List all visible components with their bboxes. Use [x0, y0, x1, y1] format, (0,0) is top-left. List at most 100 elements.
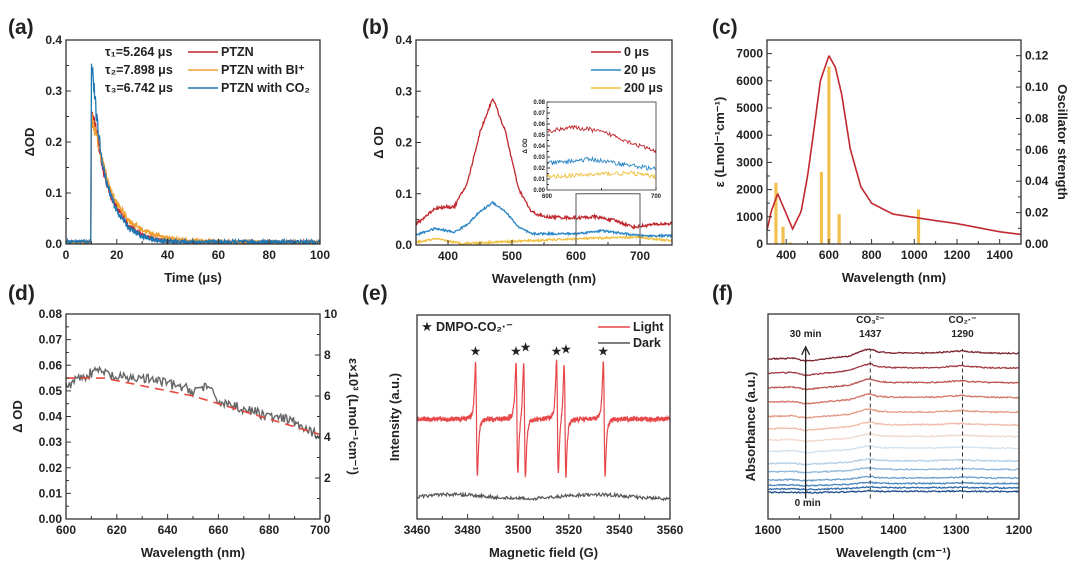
- panel-label-e: (e): [362, 282, 388, 305]
- x-tick-label: 3520: [555, 523, 582, 537]
- y-tick-label: 4000: [736, 128, 763, 142]
- y-tick-label: 0.4: [395, 33, 412, 47]
- y2-tick-label: 8: [324, 348, 331, 362]
- x-tick-label: 20: [110, 248, 124, 262]
- time-label-start: 0 min: [795, 498, 821, 509]
- inset-y-axis-title: Δ OD: [523, 138, 529, 154]
- ftir-spectrum: [768, 362, 1019, 377]
- x-tick-label: 600: [566, 249, 586, 263]
- x-axis-title: Time (μs): [164, 270, 222, 285]
- ftir-spectrum: [768, 466, 1019, 474]
- ftir-spectrum: [768, 421, 1019, 432]
- y-tick-label: 0.00: [533, 188, 545, 194]
- legend-label: Light: [633, 320, 664, 334]
- x-tick-label: 600: [819, 248, 839, 262]
- x-tick-label: 660: [208, 523, 228, 537]
- series-line-2: [416, 234, 672, 245]
- y2-tick-label: 0.08: [1025, 111, 1049, 125]
- ftir-spectrum: [768, 392, 1019, 406]
- inset-series-line-1: [547, 155, 656, 171]
- y-tick-label: 0.03: [533, 155, 545, 161]
- y-tick-label: 0.04: [533, 144, 545, 150]
- peak-star-marker: ★: [470, 344, 482, 359]
- x-tick-label: 3540: [606, 523, 633, 537]
- x-tick-label: 700: [651, 194, 662, 200]
- x-tick-label: 680: [259, 523, 279, 537]
- plot-frame: [65, 313, 321, 520]
- x-tick-label: 1300: [943, 523, 970, 537]
- peak-species-label: CO₂·⁻: [948, 315, 976, 326]
- y-tick-label: 0.02: [39, 461, 63, 475]
- y-tick-label: 0.08: [39, 307, 63, 321]
- ftir-spectrum: [768, 475, 1019, 483]
- y-tick-label: 0.1: [45, 186, 62, 200]
- oscillator-strength-bar: [774, 182, 778, 244]
- peak-star-marker: ★: [551, 344, 563, 359]
- y2-tick-label: 10: [324, 307, 338, 321]
- plot-frame: [766, 39, 1022, 245]
- ftir-spectrum: [768, 377, 1019, 391]
- x-tick-label: 1200: [944, 248, 971, 262]
- y-tick-label: 0.05: [39, 384, 63, 398]
- y-axis-title: Intensity (a.u.): [387, 373, 402, 461]
- x-axis-title: Magnetic field (G): [489, 545, 598, 560]
- legend-label: Dark: [633, 336, 661, 350]
- oscillator-strength-bar: [916, 209, 921, 244]
- x-axis-title: Wavelength (cm⁻¹): [836, 545, 951, 560]
- x-tick-label: 1600: [755, 523, 782, 537]
- panel-label-d: (d): [8, 282, 35, 305]
- legend-star-icon: ★: [421, 319, 433, 334]
- x-tick-label: 400: [438, 249, 458, 263]
- x-tick-label: 40: [161, 248, 175, 262]
- y-tick-label: 1000: [736, 210, 763, 224]
- y-tick-label: 0.4: [45, 33, 62, 47]
- x-tick-label: 1400: [880, 523, 907, 537]
- x-tick-label: 1500: [817, 523, 844, 537]
- y2-tick-label: 2: [324, 471, 331, 485]
- y2-tick-label: 0.02: [1025, 206, 1049, 220]
- x-tick-label: 400: [776, 248, 796, 262]
- peak-star-marker: ★: [560, 342, 572, 357]
- x-tick-label: 1400: [986, 248, 1013, 262]
- panel-label-a: (a): [8, 16, 34, 39]
- legend-label: PTZN with BI⁺: [221, 63, 305, 77]
- ftir-spectrum: [768, 489, 1019, 494]
- ftir-spectrum: [768, 485, 1019, 491]
- y-tick-label: 0.2: [395, 136, 412, 150]
- y-tick-label: 0.2: [45, 135, 62, 149]
- y2-tick-label: 4: [324, 430, 331, 444]
- arrow-head-icon: [801, 345, 811, 356]
- y2-tick-label: 0.10: [1025, 80, 1049, 94]
- ftir-spectrum: [768, 457, 1019, 466]
- x-tick-label: 3460: [404, 523, 431, 537]
- ftir-spectrum: [768, 444, 1019, 454]
- y-tick-label: 0.04: [39, 410, 63, 424]
- absorption-curve: [767, 54, 1021, 236]
- y2-tick-label: 6: [324, 389, 331, 403]
- ftir-spectrum: [768, 407, 1019, 420]
- lifetime-annotation: τ₁=5.264 μs: [105, 45, 172, 59]
- y-tick-label: 6000: [736, 74, 763, 88]
- epr-dark-spectrum: [417, 491, 670, 502]
- y-tick-label: 0.02: [533, 166, 545, 172]
- x-tick-label: 1200: [1006, 523, 1033, 537]
- peak-position-label: 1437: [859, 329, 882, 340]
- peak-star-marker: ★: [520, 340, 532, 355]
- x-tick-label: 620: [107, 523, 127, 537]
- x-tick-label: 60: [212, 248, 226, 262]
- y-tick-label: 0.01: [39, 486, 63, 500]
- legend-label: 0 μs: [624, 45, 649, 59]
- y-tick-label: 0.0: [45, 237, 62, 251]
- series-line-0: [416, 97, 672, 230]
- y-tick-label: 0.07: [533, 111, 545, 117]
- x-tick-label: 100: [310, 248, 330, 262]
- oscillator-strength-bar: [781, 226, 785, 244]
- y-tick-label: 0.0: [395, 238, 412, 252]
- ftir-spectrum: [768, 432, 1019, 443]
- y-axis-title: Δ OD: [371, 126, 386, 158]
- x-tick-label: 3560: [657, 523, 684, 537]
- peak-star-marker: ★: [597, 344, 609, 359]
- y-tick-label: 0.05: [533, 133, 545, 139]
- x-tick-label: 800: [862, 248, 882, 262]
